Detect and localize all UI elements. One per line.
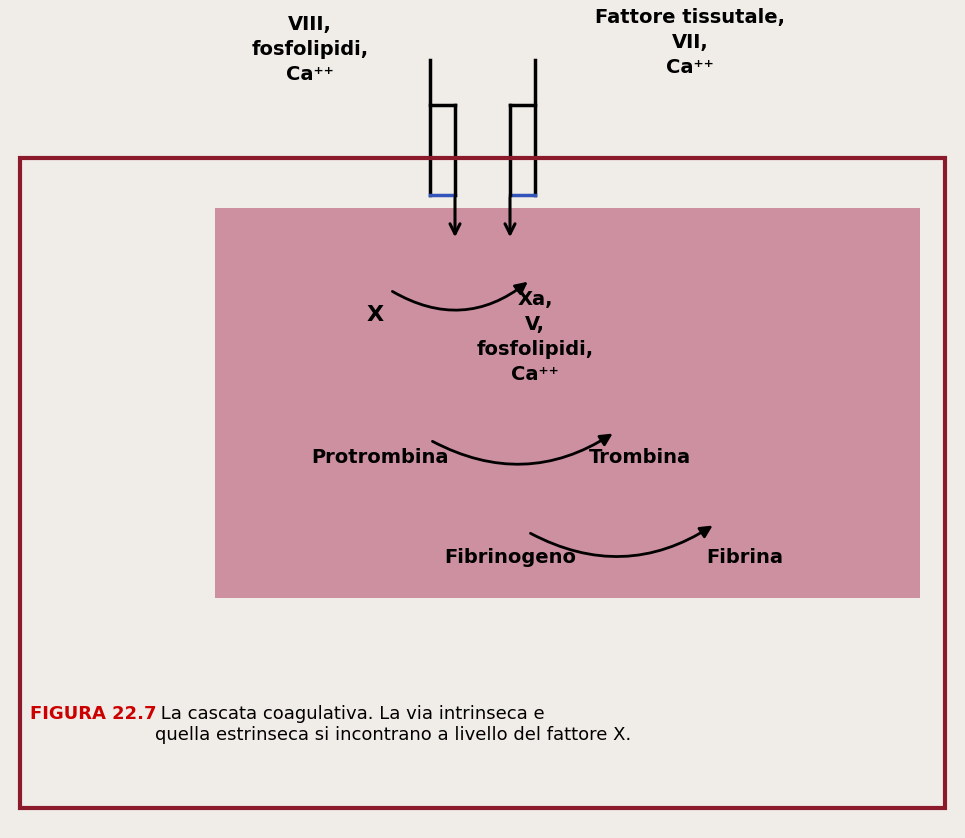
Bar — [20, 158, 945, 808]
Text: Fibrinogeno: Fibrinogeno — [444, 548, 576, 567]
Text: FIGURA 22.7: FIGURA 22.7 — [30, 705, 156, 723]
Text: Xa,
V,
fosfolipidi,
Ca⁺⁺: Xa, V, fosfolipidi, Ca⁺⁺ — [477, 290, 593, 384]
Text: Trombina: Trombina — [589, 448, 691, 467]
Text: VIII,
fosfolipidi,
Ca⁺⁺: VIII, fosfolipidi, Ca⁺⁺ — [252, 15, 369, 84]
FancyArrowPatch shape — [393, 283, 525, 310]
Text: X: X — [367, 305, 383, 325]
Text: Fibrina: Fibrina — [706, 548, 784, 567]
Bar — [215, 208, 920, 598]
FancyArrowPatch shape — [432, 435, 610, 464]
Text: La cascata coagulativa. La via intrinseca e
quella estrinseca si incontrano a li: La cascata coagulativa. La via intrinsec… — [155, 705, 631, 744]
FancyArrowPatch shape — [531, 527, 710, 556]
Text: Fattore tissutale,
VII,
Ca⁺⁺: Fattore tissutale, VII, Ca⁺⁺ — [595, 8, 785, 77]
Text: Protrombina: Protrombina — [312, 448, 449, 467]
